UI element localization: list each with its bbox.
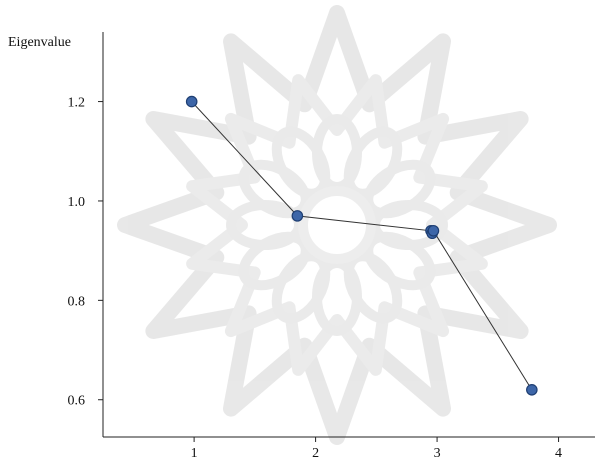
data-point	[526, 383, 538, 396]
x-tick-label: 2	[312, 446, 319, 461]
y-axis-title: Eigenvalue	[8, 35, 71, 50]
watermark-petal	[271, 126, 331, 199]
watermark-petal	[343, 126, 403, 199]
data-points	[185, 95, 538, 396]
data-point	[427, 224, 440, 237]
x-ticks: 1 2 3 4	[191, 437, 562, 461]
watermark-center-ring	[298, 186, 376, 264]
watermark-petal	[238, 231, 311, 291]
watermark-outer-star	[117, 5, 557, 445]
watermark-rosette-icon	[117, 5, 557, 445]
watermark-inner-star	[186, 74, 488, 376]
watermark-petal	[271, 251, 331, 324]
watermark-petal	[343, 251, 403, 324]
data-point	[291, 210, 304, 222]
y-tick-label: 1.2	[68, 96, 86, 111]
y-tick-label: 0.8	[68, 294, 86, 309]
y-tick-label: 1.0	[68, 195, 86, 210]
y-tick-label: 0.6	[68, 394, 86, 409]
watermark-petal	[363, 231, 436, 291]
x-tick-label: 3	[434, 446, 441, 461]
watermark-petal	[312, 258, 362, 336]
data-point	[185, 95, 198, 108]
y-ticks: 0.6 0.8 1.0 1.2	[68, 96, 103, 409]
watermark-petal	[363, 159, 436, 219]
watermark-petal	[238, 159, 311, 219]
x-tick-label: 4	[555, 446, 562, 461]
watermark-petal	[226, 200, 304, 250]
x-tick-label: 1	[191, 446, 198, 461]
watermark-petal	[312, 114, 362, 192]
